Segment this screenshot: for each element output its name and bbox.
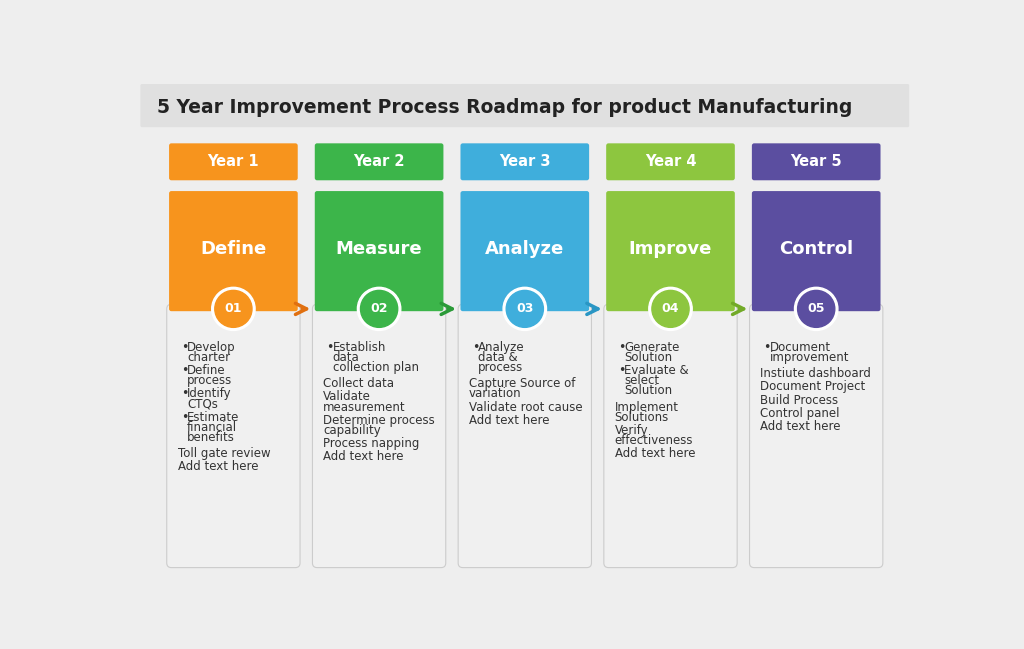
Text: Determine process: Determine process	[324, 413, 435, 426]
Text: Document: Document	[770, 341, 830, 354]
Text: Implement: Implement	[614, 400, 679, 413]
Text: Define: Define	[201, 240, 266, 258]
Text: Year 5: Year 5	[791, 154, 842, 169]
Text: Control panel: Control panel	[761, 407, 840, 420]
Circle shape	[360, 290, 397, 327]
Text: Develop: Develop	[187, 341, 236, 354]
Text: Control: Control	[779, 240, 853, 258]
Circle shape	[212, 288, 255, 330]
Text: Verify: Verify	[614, 424, 648, 437]
Text: Year 2: Year 2	[353, 154, 404, 169]
Circle shape	[652, 290, 689, 327]
FancyBboxPatch shape	[461, 143, 589, 180]
Text: Validate root cause: Validate root cause	[469, 400, 583, 413]
Text: select: select	[624, 374, 659, 387]
Text: Year 4: Year 4	[645, 154, 696, 169]
Text: Establish: Establish	[333, 341, 386, 354]
FancyBboxPatch shape	[140, 84, 909, 127]
Text: Estimate: Estimate	[187, 411, 240, 424]
Text: Identify: Identify	[187, 387, 231, 400]
FancyBboxPatch shape	[314, 191, 443, 311]
Text: Measure: Measure	[336, 240, 423, 258]
Circle shape	[357, 288, 400, 330]
Text: •: •	[180, 387, 188, 400]
Text: •: •	[327, 341, 334, 354]
Text: Add text here: Add text here	[324, 450, 403, 463]
Text: Add text here: Add text here	[469, 413, 550, 426]
Text: 01: 01	[224, 302, 242, 315]
FancyBboxPatch shape	[606, 143, 735, 180]
Circle shape	[798, 290, 835, 327]
FancyBboxPatch shape	[461, 191, 589, 311]
Text: Build Process: Build Process	[761, 393, 839, 406]
Circle shape	[795, 288, 838, 330]
Text: •: •	[617, 341, 626, 354]
Text: Solution: Solution	[624, 384, 672, 397]
FancyBboxPatch shape	[458, 304, 592, 568]
Circle shape	[503, 288, 547, 330]
FancyBboxPatch shape	[606, 191, 735, 311]
Text: CTQs: CTQs	[187, 397, 218, 410]
Text: collection plan: collection plan	[333, 361, 419, 374]
Text: •: •	[472, 341, 479, 354]
Text: •: •	[180, 364, 188, 377]
Text: Generate: Generate	[624, 341, 679, 354]
FancyBboxPatch shape	[752, 143, 881, 180]
Text: Solution: Solution	[624, 351, 672, 364]
Circle shape	[215, 290, 252, 327]
Text: process: process	[478, 361, 523, 374]
Text: Solutions: Solutions	[614, 411, 669, 424]
Text: •: •	[180, 411, 188, 424]
FancyBboxPatch shape	[167, 304, 300, 568]
Text: Year 3: Year 3	[499, 154, 551, 169]
Text: Capture Source of: Capture Source of	[469, 378, 575, 391]
Text: 03: 03	[516, 302, 534, 315]
Text: Add text here: Add text here	[761, 420, 841, 433]
Text: Analyze: Analyze	[485, 240, 564, 258]
Text: Collect data: Collect data	[324, 378, 394, 391]
Text: capability: capability	[324, 424, 381, 437]
Text: 5 Year Improvement Process Roadmap for product Manufacturing: 5 Year Improvement Process Roadmap for p…	[158, 97, 853, 117]
Text: financial: financial	[187, 421, 237, 434]
Text: Document Project: Document Project	[761, 380, 865, 393]
FancyBboxPatch shape	[169, 143, 298, 180]
Circle shape	[649, 288, 692, 330]
Text: measurement: measurement	[324, 400, 406, 413]
Text: •: •	[180, 341, 188, 354]
Text: variation: variation	[469, 387, 521, 400]
Text: Analyze: Analyze	[478, 341, 525, 354]
Text: Define: Define	[187, 364, 225, 377]
Text: •: •	[617, 364, 626, 377]
Text: Add text here: Add text here	[614, 447, 695, 459]
Text: •: •	[764, 341, 771, 354]
Text: 02: 02	[371, 302, 388, 315]
Text: Validate: Validate	[324, 391, 371, 404]
Text: process: process	[187, 374, 232, 387]
Text: Year 1: Year 1	[208, 154, 259, 169]
Text: Instiute dashboard: Instiute dashboard	[761, 367, 871, 380]
Text: data: data	[333, 351, 359, 364]
FancyBboxPatch shape	[169, 191, 298, 311]
FancyBboxPatch shape	[604, 304, 737, 568]
Text: charter: charter	[187, 351, 230, 364]
Text: benefits: benefits	[187, 430, 234, 443]
FancyBboxPatch shape	[314, 143, 443, 180]
Text: data &: data &	[478, 351, 518, 364]
Text: effectiveness: effectiveness	[614, 434, 693, 447]
Text: 04: 04	[662, 302, 679, 315]
FancyBboxPatch shape	[750, 304, 883, 568]
FancyBboxPatch shape	[312, 304, 445, 568]
Text: Process napping: Process napping	[324, 437, 420, 450]
Circle shape	[506, 290, 544, 327]
Text: Toll gate review: Toll gate review	[177, 447, 270, 459]
Text: Evaluate &: Evaluate &	[624, 364, 688, 377]
Text: 05: 05	[808, 302, 825, 315]
Text: Add text here: Add text here	[177, 459, 258, 473]
Text: improvement: improvement	[770, 351, 849, 364]
Text: Improve: Improve	[629, 240, 712, 258]
FancyBboxPatch shape	[752, 191, 881, 311]
